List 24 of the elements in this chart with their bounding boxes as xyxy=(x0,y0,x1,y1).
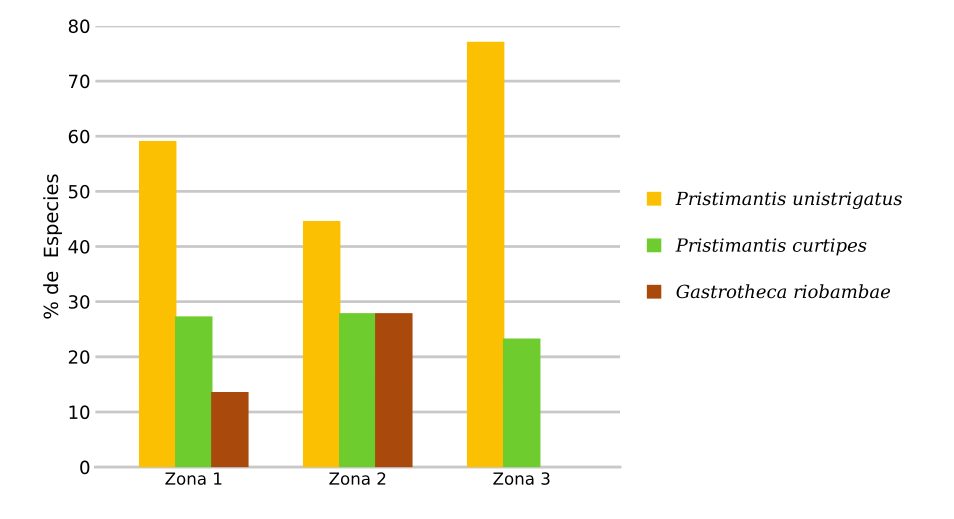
y-tick-label: 60 xyxy=(68,130,90,144)
y-axis-title: % de Especies xyxy=(43,174,62,319)
bar xyxy=(175,316,213,468)
legend-label: Pristimantis unistrigatus xyxy=(675,192,902,210)
y-tick-label: 80 xyxy=(68,19,90,34)
bar xyxy=(375,313,413,468)
y-tick-label: 0 xyxy=(80,460,90,474)
y-tick-label: 50 xyxy=(68,184,90,198)
y-tick-label: 20 xyxy=(68,350,90,364)
legend-label: Gastrotheca riobambae xyxy=(676,284,890,298)
bar xyxy=(211,392,249,468)
y-tick-label: 10 xyxy=(70,405,90,420)
x-tick-label: Zona 3 xyxy=(493,472,550,485)
bar xyxy=(302,221,340,468)
y-tick-label: 30 xyxy=(68,295,90,309)
bar xyxy=(466,42,504,468)
y-tick-label: 70 xyxy=(69,74,90,88)
legend-label: Pristimantis curtipes xyxy=(675,238,866,256)
x-tick-label: Zona 2 xyxy=(329,472,386,485)
bar xyxy=(502,338,540,468)
x-tick-label: Zona 1 xyxy=(165,472,222,485)
bar xyxy=(339,313,376,468)
bar xyxy=(138,141,176,468)
y-tick-label: 40 xyxy=(68,240,90,254)
